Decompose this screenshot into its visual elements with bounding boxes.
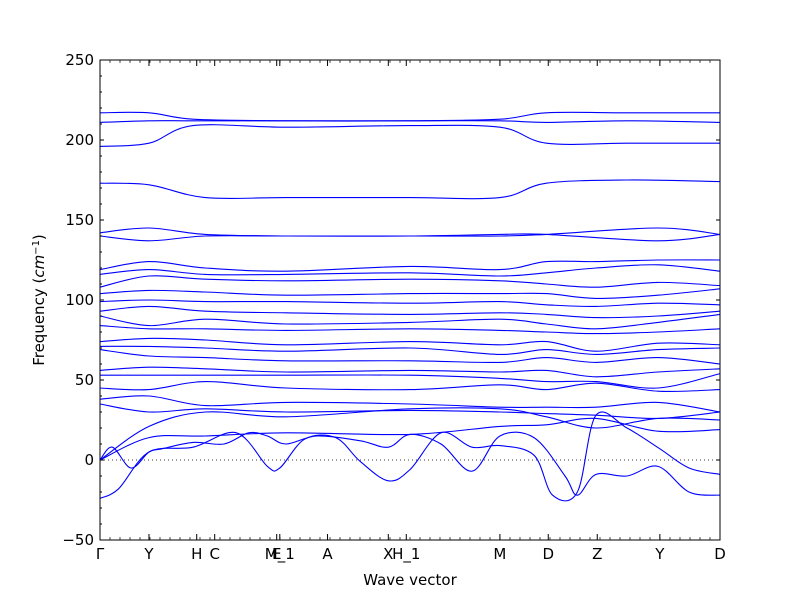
x-tick-label: X: [383, 545, 393, 563]
x-tick-label: Y: [143, 545, 154, 563]
band-line-13: [99, 313, 721, 330]
band-line-10: [99, 288, 721, 299]
band-line-9: [99, 275, 721, 288]
band-line-12: [99, 305, 721, 319]
x-tick-label: D: [542, 545, 554, 563]
y-axis-label-unit: cm: [30, 255, 48, 278]
y-tick-label: 150: [65, 211, 94, 229]
y-tick-label: 250: [65, 51, 94, 69]
y-axis-label: Frequency (cm−1): [30, 234, 48, 366]
x-axis-ticks: Γ Y H C EM_1 A XH_1 M D Z Y D: [96, 60, 726, 564]
x-tick-label: E: [272, 545, 281, 563]
band-line-21: [99, 395, 721, 413]
band-line-17: [99, 349, 721, 365]
x-tick-label: H_1: [392, 545, 420, 564]
x-tick-label: Y: [654, 545, 665, 563]
band-line-16: [99, 345, 721, 355]
band-line-25: [99, 411, 721, 502]
band-line-20: [99, 381, 721, 393]
band-line-26: [99, 431, 721, 496]
y-tick-label: 100: [65, 291, 94, 309]
x-tick-label: C: [209, 545, 219, 563]
y-tick-label: −50: [62, 531, 94, 549]
band-line-8: [99, 264, 721, 277]
y-axis-label-text: Frequency: [30, 288, 48, 366]
x-tick-label: M: [493, 545, 506, 563]
y-axis-label-unit-exponent: −1: [31, 240, 42, 255]
x-tick-label: M_1: [265, 545, 295, 564]
band-line-23: [99, 407, 721, 461]
x-tick-label: D: [714, 545, 726, 563]
x-tick-label: A: [322, 545, 333, 563]
band-line-18: [99, 366, 721, 378]
y-tick-label: 0: [84, 451, 94, 469]
x-tick-label: Z: [592, 545, 602, 563]
band-line-2: [99, 120, 721, 123]
band-line-19: [100, 373, 721, 389]
x-tick-label: Γ: [96, 545, 105, 563]
band-line-6: [99, 233, 721, 242]
x-axis-label: Wave vector: [363, 571, 457, 589]
band-line-3: [99, 124, 720, 147]
y-axis-ticks: 250 200 150 100 50 0 −50: [62, 51, 720, 549]
band-line-4: [99, 179, 721, 200]
band-line-22: [99, 403, 721, 419]
band-line-11: [99, 299, 721, 308]
y-tick-label: 200: [65, 131, 94, 149]
band-line-7: [99, 259, 721, 272]
bands-layer: [99, 111, 721, 502]
y-tick-label: 50: [75, 371, 94, 389]
band-line-15: [99, 337, 721, 352]
x-tick-label: H: [191, 545, 202, 563]
band-line-14: [99, 325, 721, 335]
